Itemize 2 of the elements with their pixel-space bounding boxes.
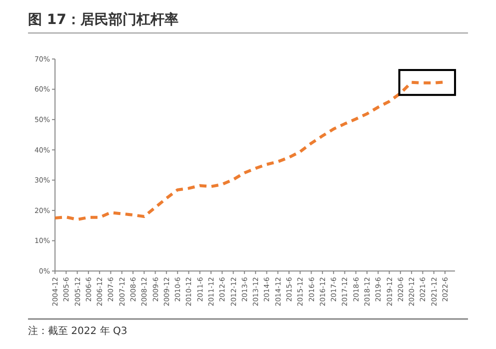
chart-title: 图 17：居民部门杠杆率 xyxy=(28,11,178,28)
text: 注：截至 2022 年 Q3 xyxy=(28,325,128,337)
